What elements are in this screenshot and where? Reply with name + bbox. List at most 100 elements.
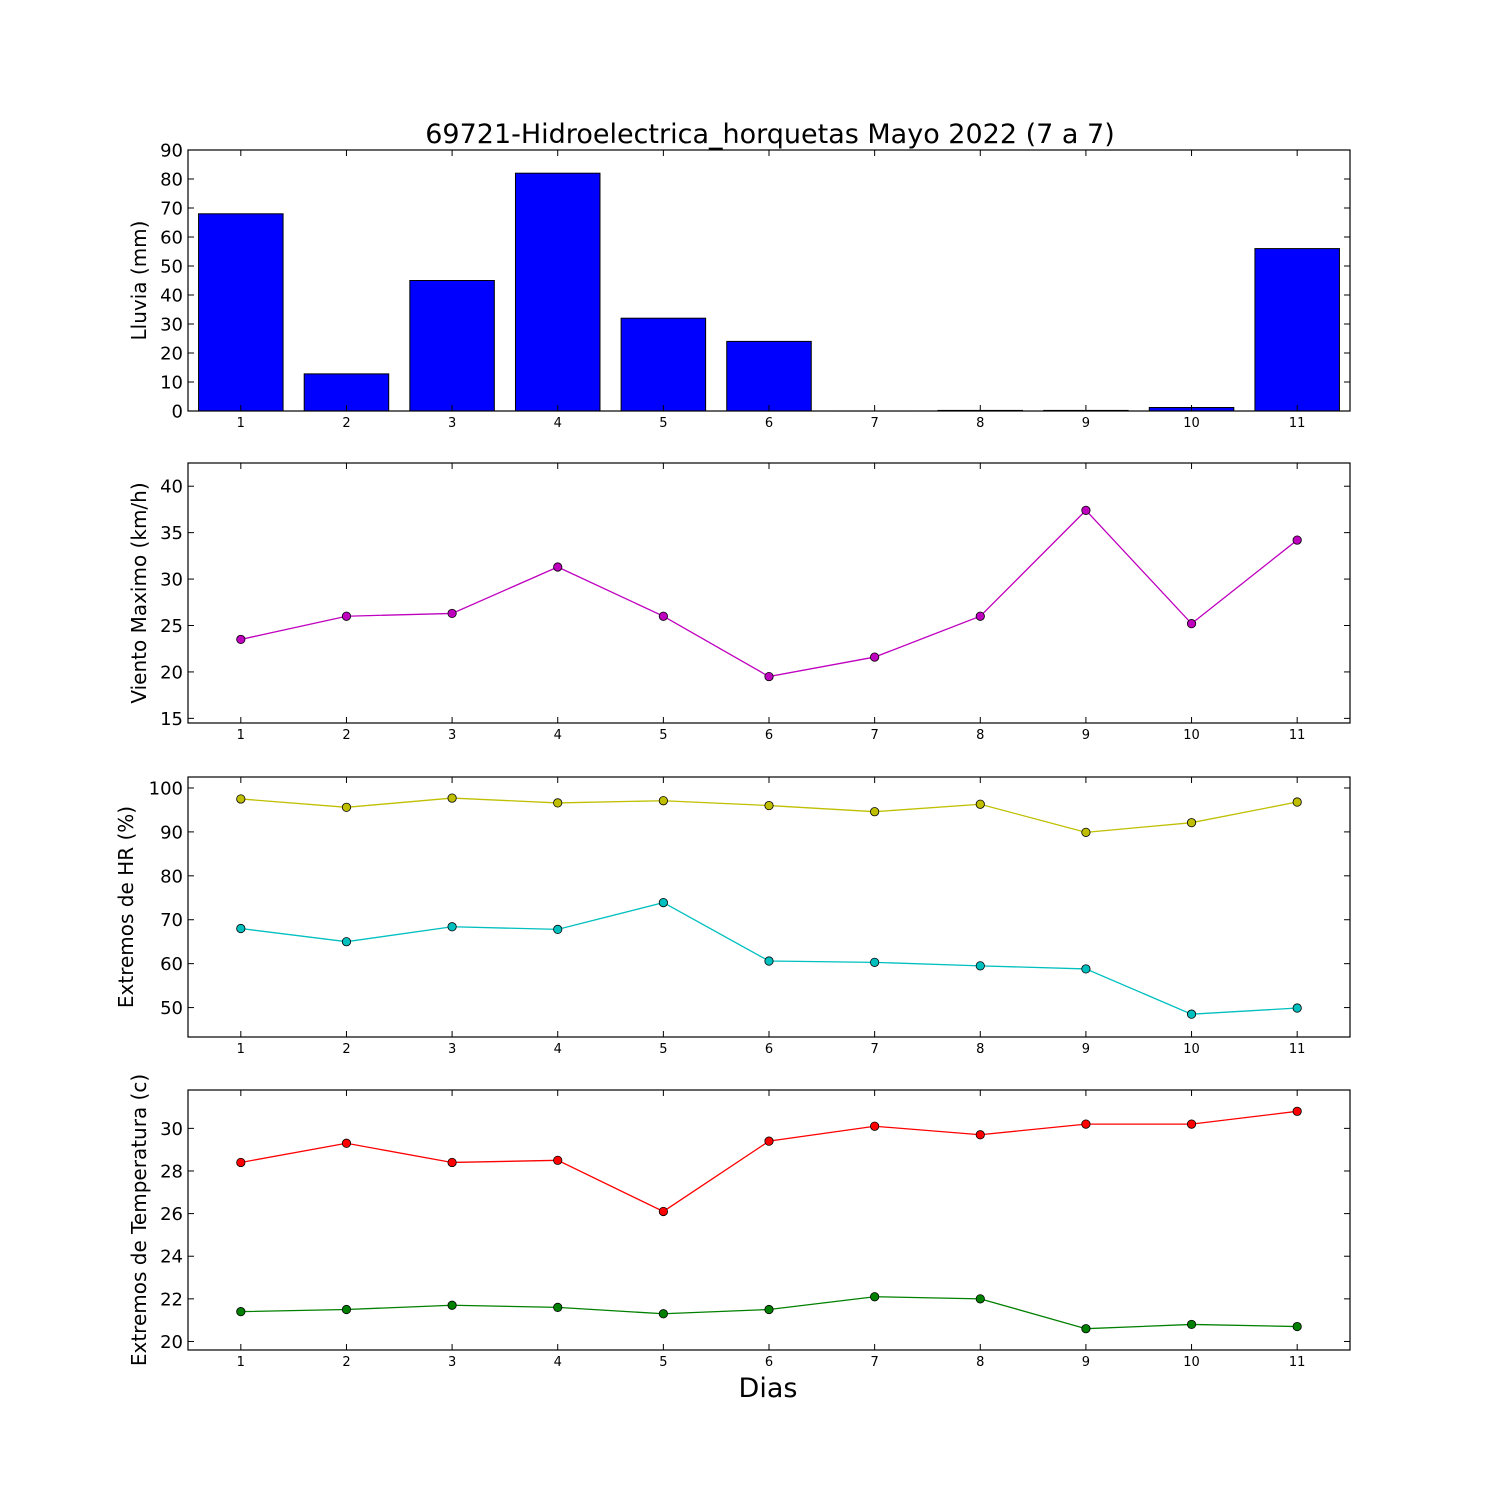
viento-xtick-label-3: 3 [448, 728, 456, 743]
temp-ytick-label-22: 22 [160, 1289, 183, 1310]
viento-series-0-point-4 [553, 562, 563, 572]
hr-series-0-point-9 [1081, 827, 1091, 837]
viento-ytick-label-35: 35 [160, 523, 183, 544]
temp-series-0-point-4 [553, 1155, 563, 1165]
hr-xtick-label-11: 11 [1289, 1042, 1306, 1057]
lluvia-bar-5 [620, 317, 707, 412]
temp-series-1-point-3 [447, 1300, 457, 1310]
hr-series-0-point-8 [975, 799, 985, 809]
temp-xtick-label-2: 2 [342, 1355, 350, 1370]
lluvia-xtick-label-2: 2 [342, 416, 350, 431]
lluvia-y-axis-title: Lluvia (mm) [127, 221, 151, 341]
hr-series-1-point-5 [658, 898, 668, 908]
temp-series-0-point-1 [236, 1157, 246, 1168]
viento-series-0-point-9 [1081, 505, 1091, 515]
lluvia-bar-11 [1254, 248, 1340, 412]
lluvia-ytick-label-30: 30 [160, 315, 183, 336]
viento-series-0-point-10 [1186, 619, 1197, 629]
hr-plot-frame [187, 776, 1351, 1038]
hr-ytick-label-60: 60 [160, 954, 183, 975]
viento-xtick-label-11: 11 [1289, 728, 1306, 743]
x-axis-title: Dias [739, 1373, 798, 1404]
lluvia-xtick-label-6: 6 [765, 416, 773, 431]
hr-series-0-point-1 [236, 794, 246, 804]
lluvia-ytick-label-70: 70 [160, 199, 183, 220]
temp-ytick-label-26: 26 [160, 1204, 183, 1225]
lluvia-xtick-label-11: 11 [1289, 416, 1306, 431]
hr-xtick-label-7: 7 [870, 1042, 878, 1057]
viento-xtick-label-2: 2 [342, 728, 350, 743]
hr-xtick-label-4: 4 [554, 1042, 562, 1057]
temp-series-0-point-8 [975, 1130, 985, 1140]
lluvia-bar-4 [514, 172, 601, 412]
temp-ytick-label-28: 28 [160, 1161, 183, 1182]
temp-series-0-point-9 [1081, 1119, 1091, 1129]
viento-xtick-label-4: 4 [554, 728, 562, 743]
viento-series-0-point-7 [870, 652, 880, 662]
viento-xtick-label-9: 9 [1082, 728, 1090, 743]
temp-xtick-label-5: 5 [659, 1355, 667, 1370]
hr-series-0-point-5 [658, 796, 668, 806]
hr-series-1-point-11 [1292, 1003, 1302, 1013]
temp-xtick-label-9: 9 [1082, 1355, 1090, 1370]
lluvia-bar-6 [726, 340, 812, 412]
viento-xtick-label-6: 6 [765, 728, 773, 743]
hr-series-0-point-11 [1292, 797, 1302, 807]
viento-xtick-label-7: 7 [870, 728, 878, 743]
viento-series-0-point-2 [341, 611, 352, 621]
temp-series-0-point-2 [341, 1138, 352, 1148]
viento-y-axis-title: Viento Maximo (km/h) [127, 482, 151, 703]
temp-series-1-point-4 [553, 1302, 563, 1312]
lluvia-xtick-label-4: 4 [554, 416, 562, 431]
temp-series-0-point-3 [447, 1157, 457, 1168]
hr-series-0-point-4 [553, 798, 563, 808]
temp-xtick-label-8: 8 [976, 1355, 984, 1370]
hr-ytick-label-100: 100 [149, 778, 183, 799]
viento-ytick-label-40: 40 [160, 477, 183, 498]
hr-series-1-point-4 [553, 924, 563, 934]
temp-ytick-label-30: 30 [160, 1119, 183, 1140]
temp-xtick-label-11: 11 [1289, 1355, 1306, 1370]
lluvia-ytick-label-80: 80 [160, 170, 183, 191]
hr-xtick-label-1: 1 [237, 1042, 245, 1057]
viento-xtick-label-5: 5 [659, 728, 667, 743]
lluvia-xtick-label-1: 1 [237, 416, 245, 431]
hr-ytick-label-50: 50 [160, 998, 183, 1019]
hr-xtick-label-6: 6 [765, 1042, 773, 1057]
temp-series-0-point-5 [658, 1206, 668, 1217]
hr-series-1-point-6 [764, 956, 774, 966]
viento-series-0-point-8 [975, 611, 985, 621]
hr-series-1-point-10 [1186, 1009, 1197, 1019]
hr-series-0-point-2 [341, 802, 352, 812]
temp-series-0-point-10 [1186, 1119, 1197, 1129]
lluvia-ytick-label-50: 50 [160, 257, 183, 278]
viento-ytick-label-20: 20 [160, 662, 183, 683]
temp-series-0-point-7 [870, 1121, 880, 1131]
hr-xtick-label-10: 10 [1183, 1042, 1200, 1057]
viento-series-0-point-5 [658, 611, 668, 621]
lluvia-bar-3 [409, 280, 495, 412]
temp-series-0-line [240, 1110, 1298, 1213]
temp-series-0-point-11 [1292, 1106, 1302, 1116]
hr-series-0-point-6 [764, 800, 774, 811]
viento-series-0-point-1 [236, 634, 246, 645]
hr-xtick-label-2: 2 [342, 1042, 350, 1057]
lluvia-ytick-label-40: 40 [160, 286, 183, 307]
hr-series-1-point-7 [870, 957, 880, 967]
viento-ytick-label-25: 25 [160, 616, 183, 637]
viento-plot-frame [187, 462, 1351, 724]
hr-ytick-label-80: 80 [160, 866, 183, 887]
temp-series-1-point-8 [975, 1294, 985, 1304]
viento-xtick-label-1: 1 [237, 728, 245, 743]
hr-series-0-point-3 [447, 793, 457, 803]
temp-xtick-label-10: 10 [1183, 1355, 1200, 1370]
chart-title: 69721-Hidroelectrica_horquetas Mayo 2022… [425, 119, 1115, 150]
temp-series-1-point-10 [1186, 1319, 1197, 1330]
hr-series-1-point-8 [975, 961, 985, 971]
lluvia-bar-1 [198, 213, 284, 412]
temp-series-1-point-9 [1081, 1324, 1091, 1334]
hr-series-0-point-7 [870, 807, 880, 817]
viento-xtick-label-8: 8 [976, 728, 984, 743]
